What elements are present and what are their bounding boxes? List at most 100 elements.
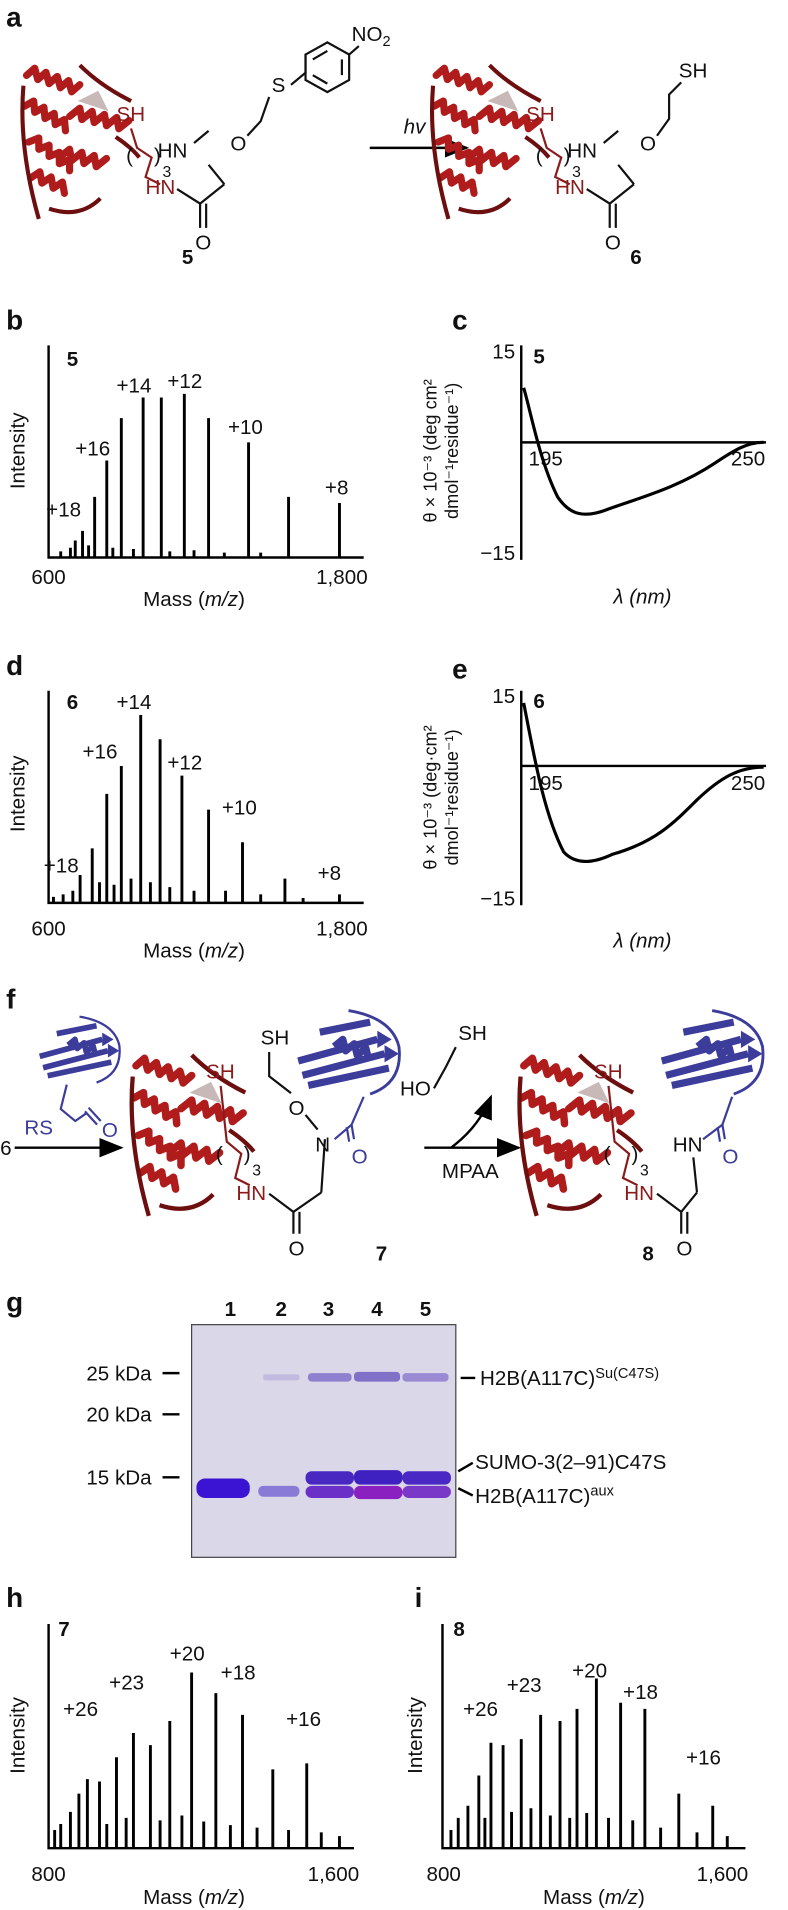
lane-label: 1 [225, 1298, 236, 1321]
drawing-line [520, 345, 767, 560]
paren: ( [126, 144, 133, 167]
atom: HN [624, 1182, 654, 1205]
atom: HN [673, 1133, 703, 1156]
tick-label: −15 [480, 887, 515, 910]
atom: HN [567, 140, 597, 163]
y-label: dmol⁻¹residue⁻¹) [442, 729, 462, 865]
band-label: SUMO-3(2–91)C47S [475, 1451, 666, 1474]
arrow [450, 1094, 493, 1149]
text-part: m/z [205, 1886, 239, 1909]
tick-label: 15 [492, 341, 515, 364]
atom: SH [261, 1027, 290, 1050]
atom: O [195, 232, 211, 255]
peak-label: +18 [623, 1681, 658, 1704]
drawing-line [51, 715, 341, 903]
atom: HN [236, 1182, 266, 1205]
band-label: H2B(A117C)aux [475, 1484, 614, 1508]
tick-label: 195 [529, 447, 563, 470]
protein [662, 1011, 763, 1094]
sample-label: 5 [533, 346, 544, 369]
atom: HN [146, 176, 176, 199]
sample-label: 5 [67, 348, 78, 371]
tick-label: −15 [480, 542, 515, 565]
drawing-line [59, 1084, 102, 1126]
marker-label: 15 kDa [86, 1467, 152, 1490]
tick-label: 800 [31, 1863, 65, 1886]
drawing-line [59, 393, 341, 558]
gel [191, 1324, 457, 1558]
atom: N [315, 1133, 330, 1156]
atom: NO2 [352, 23, 391, 50]
atom: 3 [572, 164, 581, 181]
y-label: Intensity [404, 1696, 427, 1773]
paren: ( [536, 144, 543, 167]
peak-label: +16 [83, 741, 118, 764]
peak-label: +26 [63, 1698, 98, 1721]
drawing-line [176, 54, 307, 228]
lane-label: 5 [420, 1298, 431, 1321]
y-label: dmol⁻¹residue⁻¹) [442, 383, 462, 519]
text-part: 2 [382, 34, 390, 50]
atom: O [605, 232, 621, 255]
tick-label: 1,600 [308, 1863, 360, 1886]
compound-number: 5 [182, 246, 193, 269]
atom: O [676, 1238, 692, 1261]
protein [432, 65, 549, 219]
band [402, 1373, 449, 1382]
band [402, 1471, 451, 1485]
atom: SH [594, 1061, 623, 1084]
tick-label: 1,800 [316, 918, 368, 941]
text-part: ) [638, 1886, 645, 1909]
text-part: m/z [205, 939, 239, 962]
x-label: Mass (m/z) [143, 1886, 245, 1909]
peak-label: +18 [44, 855, 79, 878]
lane-label: 4 [371, 1298, 383, 1321]
atom: O [289, 1238, 305, 1261]
peak-label: +10 [228, 416, 263, 439]
peak-label: +26 [463, 1698, 498, 1721]
panel-label: a [6, 2, 22, 33]
compound-number: 7 [376, 1242, 387, 1265]
panel-label: d [6, 650, 23, 681]
atom: S [272, 74, 286, 97]
atom: O [640, 132, 656, 155]
band [258, 1485, 300, 1497]
y-label: θ × 10⁻³ (deg cm² [420, 379, 440, 522]
text-part: Su(C47S) [595, 1366, 659, 1382]
atom: RS [24, 1116, 53, 1139]
tick-label: 15 [492, 685, 515, 708]
drawing-line [522, 387, 764, 516]
panel-label: b [6, 305, 23, 336]
drawing-line [47, 345, 364, 559]
compound-number: 6 [630, 246, 641, 269]
tick-label: 250 [731, 772, 765, 795]
drawing-line [607, 1085, 639, 1187]
marker-label: 20 kDa [86, 1404, 152, 1427]
peak-label: +14 [116, 691, 151, 714]
marker-label: 25 kDa [86, 1362, 152, 1385]
peak-label: +16 [286, 1708, 321, 1731]
atom: HN [555, 176, 585, 199]
y-label: Intensity [6, 412, 29, 489]
atom: SH [458, 1022, 487, 1045]
band [354, 1485, 403, 1500]
y-label: Intensity [6, 755, 29, 832]
drawing-line [539, 128, 571, 186]
paren: ( [604, 1143, 611, 1166]
drawing-line [441, 1623, 746, 1850]
peak-label: +8 [325, 476, 348, 499]
text-part: Mass ( [143, 1886, 205, 1909]
atom: O [230, 132, 246, 155]
paren: ) [154, 144, 161, 167]
tick-label: 1,600 [697, 1863, 749, 1886]
tick-label: 1,800 [316, 566, 368, 589]
peak-label: +10 [222, 796, 257, 819]
band-label: H2B(A117C)Su(C47S) [480, 1366, 659, 1390]
tick-label: 600 [31, 918, 65, 941]
reactant: 6 [0, 1137, 11, 1160]
compound-number: 8 [642, 1242, 653, 1265]
x-label: λ (nm) [612, 586, 671, 609]
sample-label: 7 [58, 1618, 69, 1641]
marker-ticks [162, 1371, 476, 1497]
